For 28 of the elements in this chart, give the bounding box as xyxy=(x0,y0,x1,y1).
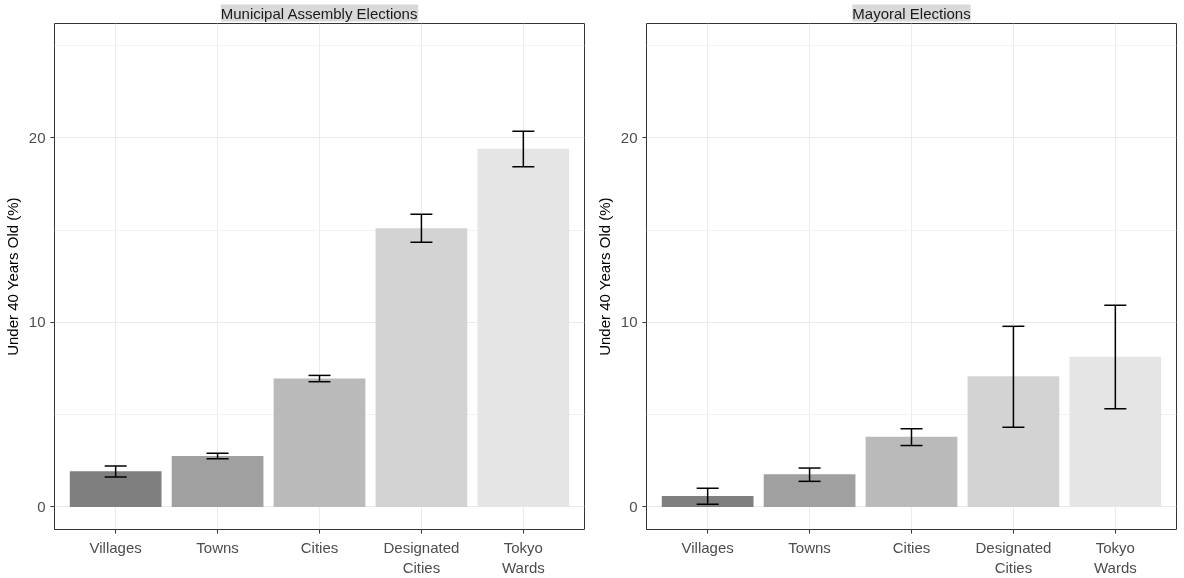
x-tick-label: Tokyo Wards xyxy=(501,538,545,576)
bar xyxy=(69,471,162,507)
y-tick-label: 0 xyxy=(629,497,638,515)
y-axis-title: Under 40 Years Old (%) xyxy=(595,197,613,356)
bar xyxy=(967,376,1060,507)
x-tick-label: Towns xyxy=(788,538,831,556)
bar xyxy=(763,474,856,507)
x-tick-label: Tokyo Wards xyxy=(1093,538,1137,576)
y-tick-label: 0 xyxy=(37,497,46,515)
x-tick-label: Villages xyxy=(681,538,734,556)
x-tick-label: Designated Cities xyxy=(383,538,460,576)
bar xyxy=(661,496,754,507)
bar xyxy=(375,228,468,507)
bar xyxy=(273,378,366,507)
x-tick-label: Cities xyxy=(892,538,931,556)
bar xyxy=(171,456,264,507)
y-tick-label: 20 xyxy=(28,128,46,146)
y-tick-label: 10 xyxy=(28,313,46,331)
bar xyxy=(865,436,958,507)
chart-title: Municipal Assembly Elections xyxy=(220,4,418,22)
y-tick-label: 10 xyxy=(620,313,638,331)
y-axis-title: Under 40 Years Old (%) xyxy=(3,197,21,356)
x-tick-label: Villages xyxy=(89,538,142,556)
x-tick-label: Cities xyxy=(300,538,339,556)
chart-title: Mayoral Elections xyxy=(852,4,971,22)
x-tick-label: Towns xyxy=(196,538,239,556)
x-tick-label: Designated Cities xyxy=(975,538,1052,576)
y-tick-label: 20 xyxy=(620,128,638,146)
